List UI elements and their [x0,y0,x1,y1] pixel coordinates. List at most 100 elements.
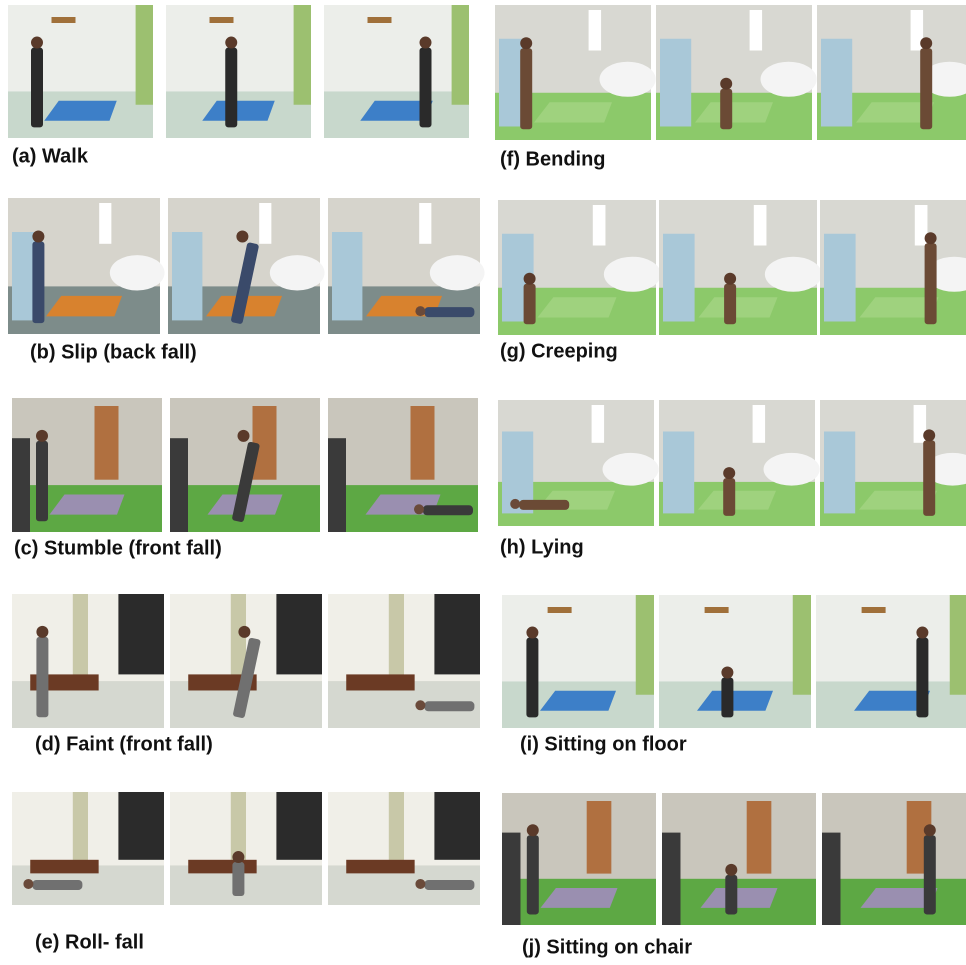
video-frame [328,198,485,334]
window [259,203,272,244]
mat [540,690,616,711]
curtain [388,792,404,866]
door [410,406,435,480]
mat [188,859,257,874]
cabinet [821,38,853,127]
person [233,637,261,718]
cabinet [332,232,363,321]
mat [30,859,99,874]
cabinet [172,232,203,321]
person [231,242,259,324]
person-head [23,878,34,889]
mat [360,100,433,121]
mat [540,888,618,908]
mat [859,490,937,510]
video-frame [170,594,322,728]
door [252,406,277,480]
window [588,10,602,51]
person [32,879,83,890]
shelf [547,607,572,613]
person-head [724,272,737,285]
video-frame [328,792,480,905]
person [721,677,734,718]
window [118,792,164,860]
person-head [526,824,539,837]
person [520,48,533,130]
person [916,637,929,718]
window [118,594,164,675]
window [914,205,928,246]
person-head [720,77,733,90]
person [724,283,737,325]
person [32,241,45,324]
person [923,835,936,915]
person-head [920,37,933,50]
video-frame [659,595,811,728]
curtain [792,595,811,695]
person-head [924,232,937,245]
person [36,440,48,522]
person [723,478,736,516]
person-head [32,230,45,243]
mat [537,297,617,318]
person [519,499,570,510]
person [923,440,936,516]
panel-caption: (e) Roll- fall [35,931,144,953]
mat [49,494,125,515]
door [746,801,772,874]
panel-caption: (h) Lying [500,536,584,558]
video-frame [656,5,817,140]
person-head [31,36,43,49]
person [225,47,238,128]
mat [859,297,939,318]
person-head [419,36,432,49]
person-head [415,700,426,711]
panel-caption: (b) Slip (back fall) [30,341,197,363]
person-head [415,306,426,317]
curtain [949,595,966,695]
video-frame [498,400,659,526]
dark-corner [822,832,841,925]
mat [854,690,930,711]
dark-corner [502,832,521,925]
video-frame [495,5,656,140]
video-frame [328,398,478,532]
person-head [923,824,936,837]
cabinet [824,233,856,322]
video-frame [662,793,816,925]
video-frame [166,5,311,138]
person [36,636,49,718]
curtain [635,595,654,695]
person [424,701,475,712]
video-frame [8,5,153,138]
window [753,205,767,246]
person [720,88,733,130]
person [419,47,432,128]
window [434,792,480,860]
cabinet [663,233,695,322]
person-head [523,272,536,285]
panel-caption: (g) Creeping [500,340,618,362]
mat [202,100,275,121]
dark-corner [12,438,30,532]
bathtub [602,452,659,486]
mat [698,297,778,318]
shelf [704,607,729,613]
person-head [232,851,245,864]
video-frame [659,200,822,335]
curtain [135,5,153,105]
window [434,594,480,675]
person-head [725,863,738,876]
person [423,505,473,516]
mat [346,859,415,874]
door [586,801,612,874]
window [752,405,766,443]
video-frame [12,398,162,532]
person-head [237,429,250,442]
video-frame [328,594,480,728]
panel-caption: (f) Bending [500,148,606,170]
panel-caption: (c) Stumble (front fall) [14,537,222,559]
person [424,307,475,318]
person [920,48,933,130]
window [749,10,763,51]
